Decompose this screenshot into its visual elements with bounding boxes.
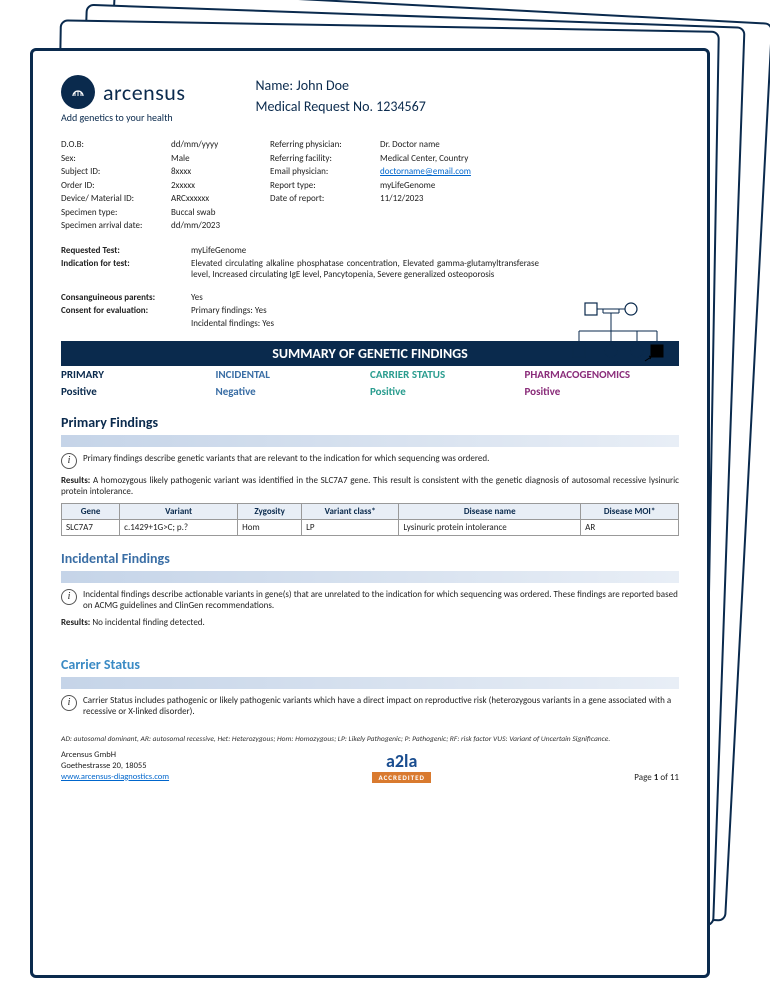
- summary-head-carrier: CARRIER STATUS: [370, 366, 525, 383]
- carrier-status-title: Carrier Status: [61, 656, 679, 673]
- primary-findings-title: Primary Findings: [61, 414, 679, 431]
- requested-test-value: myLifeGenome: [191, 245, 246, 256]
- incidental-results-label: Results:: [61, 617, 90, 628]
- summary-head-primary: PRIMARY: [61, 366, 216, 383]
- request-label: Medical Request No.: [255, 98, 373, 115]
- info-icon: i: [61, 589, 77, 605]
- findings-table: GeneVariantZygosityVariant class*Disease…: [61, 503, 679, 536]
- info-icon: i: [61, 453, 77, 469]
- summary-head-incidental: INCIDENTAL: [216, 366, 371, 383]
- indication-value: Elevated circulating alkaline phosphatas…: [191, 258, 679, 280]
- info-left-values: dd/mm/yyyyMale8xxxx2xxxxxARCxxxxxxBuccal…: [171, 138, 220, 233]
- header: arcensus Add genetics to your health Nam…: [61, 75, 679, 124]
- request-no: 1234567: [376, 98, 426, 115]
- brand-name: arcensus: [103, 79, 185, 106]
- info-right-labels: Referring physician:Referring facility:E…: [270, 138, 380, 233]
- summary-val-primary: Positive: [61, 383, 216, 400]
- info-left-labels: D.O.B:Sex:Subject ID:Order ID:Device/ Ma…: [61, 138, 171, 233]
- primary-results: A homozygous likely pathogenic variant w…: [61, 475, 679, 497]
- info-right-values: Dr. Doctor nameMedical Center, Countrydo…: [380, 138, 471, 233]
- incidental-findings-title: Incidental Findings: [61, 550, 679, 567]
- incidental-desc: Incidental findings describe actionable …: [83, 589, 679, 611]
- brand-tagline: Add genetics to your health: [61, 111, 185, 124]
- report-page: arcensus Add genetics to your health Nam…: [30, 48, 710, 978]
- section-divider: [61, 571, 679, 583]
- footer-address: Goethestrasse 20, 18055: [61, 761, 169, 772]
- consent-label: Consent for evaluation:: [61, 305, 191, 316]
- info-icon: i: [61, 695, 77, 711]
- summary-val-pharma: Positive: [525, 383, 680, 400]
- accredited-logo-icon: a2la: [386, 750, 417, 772]
- footer: Arcensus GmbH Goethestrasse 20, 18055 ww…: [61, 750, 679, 783]
- summary-val-incidental: Negative: [216, 383, 371, 400]
- logo-block: arcensus Add genetics to your health: [61, 75, 185, 124]
- info-grid: D.O.B:Sex:Subject ID:Order ID:Device/ Ma…: [61, 138, 679, 233]
- footer-company: Arcensus GmbH: [61, 750, 169, 761]
- patient-name: John Doe: [296, 77, 349, 94]
- requested-test-label: Requested Test:: [61, 245, 191, 256]
- primary-results-label: Results:: [61, 475, 90, 486]
- page-number: Page 1 of 11: [634, 772, 679, 783]
- section-divider: [61, 677, 679, 689]
- logo-icon: [61, 75, 95, 109]
- indication-label: Indication for test:: [61, 258, 191, 280]
- legend-text: AD: autosomal dominant, AR: autosomal re…: [61, 735, 679, 744]
- primary-desc: Primary findings describe genetic varian…: [83, 453, 679, 464]
- footer-website[interactable]: www.arcensus-diagnostics.com: [61, 772, 169, 783]
- accredited-badge: a2la ACCREDITED: [372, 750, 431, 783]
- summary-val-carrier: Positive: [370, 383, 525, 400]
- pedigree-diagram: [565, 301, 675, 371]
- name-label: Name:: [255, 77, 293, 94]
- consent-value-1: Primary findings: Yes: [191, 305, 267, 316]
- accredited-label: ACCREDITED: [372, 772, 431, 783]
- carrier-desc: Carrier Status includes pathogenic or li…: [83, 695, 679, 717]
- incidental-results: No incidental finding detected.: [90, 617, 205, 628]
- section-divider: [61, 435, 679, 447]
- consang-label: Consanguineous parents:: [61, 292, 191, 303]
- patient-block: Name: John Doe Medical Request No. 12345…: [255, 75, 425, 124]
- consang-value: Yes: [191, 292, 203, 303]
- consent-value-2: Incidental findings: Yes: [191, 318, 274, 329]
